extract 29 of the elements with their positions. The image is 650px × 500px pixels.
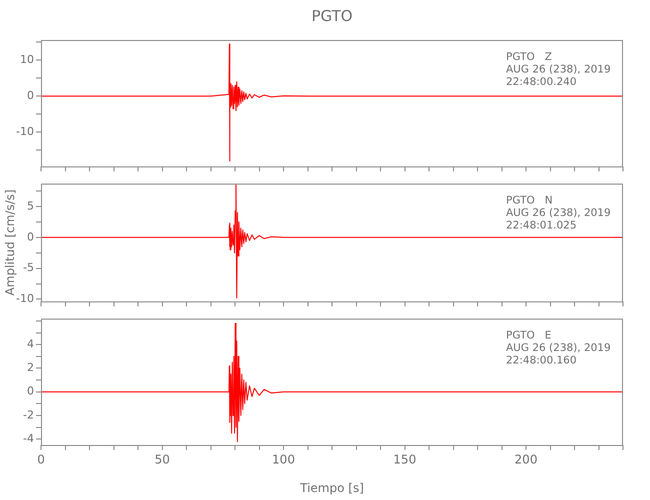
x-tick-label: 100: [272, 452, 295, 466]
annotation: 22:48:01.025: [506, 220, 577, 232]
x-tick-label: 0: [37, 452, 45, 466]
x-tick-label: 50: [154, 452, 170, 466]
y-tick-label: 0: [27, 384, 34, 398]
y-tick-label: 0: [27, 230, 34, 244]
annotation: AUG 26 (238), 2019: [506, 63, 611, 76]
y-tick-label: 0: [27, 89, 34, 102]
y-tick-label: -10: [16, 292, 34, 306]
chart-title: PGTO: [311, 6, 353, 25]
annotation: AUG 26 (238), 2019: [506, 342, 611, 354]
y-axis-title: Amplitud [cm/s/s]: [3, 189, 18, 296]
y-tick-label: -2: [23, 408, 34, 422]
x-axis-title: Tiempo [s]: [299, 480, 364, 495]
y-tick-label: 10: [20, 53, 34, 66]
y-tick-label: -5: [23, 261, 34, 274]
y-tick-label: -4: [23, 432, 34, 445]
y-tick-label: 5: [27, 199, 34, 212]
x-tick-label: 200: [514, 452, 538, 466]
annotation: PGTO N: [506, 194, 553, 207]
x-tick-label: 150: [393, 452, 416, 466]
y-tick-label: 2: [27, 361, 34, 374]
annotation: 22:48:00.240: [506, 76, 577, 88]
annotation: PGTO E: [506, 330, 552, 342]
annotation: AUG 26 (238), 2019: [506, 207, 611, 220]
y-tick-label: 4: [27, 337, 34, 350]
y-tick-label: -10: [16, 125, 34, 138]
annotation: PGTO Z: [506, 50, 552, 63]
annotation: 22:48:00.160: [506, 354, 577, 367]
